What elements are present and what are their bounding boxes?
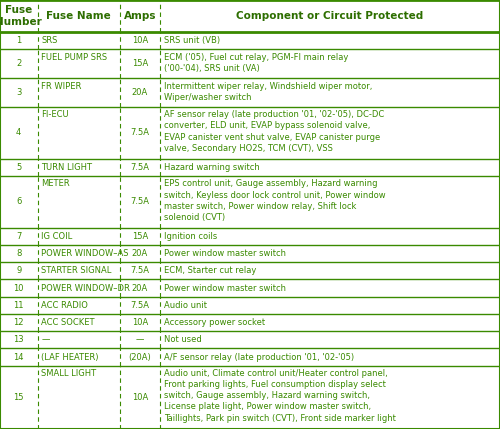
- Text: Fuse Name: Fuse Name: [46, 11, 111, 21]
- Text: Power window master switch: Power window master switch: [164, 284, 286, 293]
- Text: A/F sensor relay (late production '01, '02-'05): A/F sensor relay (late production '01, '…: [164, 353, 354, 362]
- Text: FUEL PUMP SRS: FUEL PUMP SRS: [42, 53, 108, 62]
- Text: ACC SOCKET: ACC SOCKET: [42, 318, 95, 327]
- Text: STARTER SIGNAL: STARTER SIGNAL: [42, 266, 112, 275]
- Text: Accessory power socket: Accessory power socket: [164, 318, 265, 327]
- Text: FR WIPER: FR WIPER: [42, 82, 82, 91]
- Text: 6: 6: [16, 197, 22, 206]
- Text: 3: 3: [16, 88, 22, 97]
- Text: 12: 12: [14, 318, 24, 327]
- Bar: [0, 314, 500, 331]
- Text: 7.5A: 7.5A: [130, 163, 150, 172]
- Text: 8: 8: [16, 249, 22, 258]
- Text: SMALL LIGHT: SMALL LIGHT: [42, 369, 96, 378]
- Bar: [0, 32, 500, 49]
- Text: METER: METER: [42, 179, 70, 188]
- Text: 15A: 15A: [132, 59, 148, 68]
- Text: 14: 14: [14, 353, 24, 362]
- Text: ECM, Starter cut relay: ECM, Starter cut relay: [164, 266, 256, 275]
- Text: 7.5A: 7.5A: [130, 128, 150, 137]
- Text: 15A: 15A: [132, 232, 148, 241]
- Text: Hazard warning switch: Hazard warning switch: [164, 163, 260, 172]
- Bar: [0, 279, 500, 297]
- Text: 4: 4: [16, 128, 22, 137]
- Text: Component or Circuit Protected: Component or Circuit Protected: [236, 11, 424, 21]
- Text: 20A: 20A: [132, 88, 148, 97]
- Text: IG COIL: IG COIL: [42, 232, 73, 241]
- Text: 7.5A: 7.5A: [130, 266, 150, 275]
- Bar: [0, 366, 500, 429]
- Bar: [0, 331, 500, 348]
- Text: SRS unit (VB): SRS unit (VB): [164, 36, 220, 45]
- Bar: [0, 0, 500, 32]
- Text: 7: 7: [16, 232, 22, 241]
- Text: ACC RADIO: ACC RADIO: [42, 301, 88, 310]
- Text: TURN LIGHT: TURN LIGHT: [42, 163, 92, 172]
- Bar: [0, 78, 500, 107]
- Text: 20A: 20A: [132, 284, 148, 293]
- Text: ECM ('05), Fuel cut relay, PGM-FI main relay
('00-'04), SRS unit (VA): ECM ('05), Fuel cut relay, PGM-FI main r…: [164, 53, 348, 73]
- Bar: [0, 159, 500, 176]
- Text: POWER WINDOW–DR: POWER WINDOW–DR: [42, 284, 130, 293]
- Text: 11: 11: [14, 301, 24, 310]
- Text: Power window master switch: Power window master switch: [164, 249, 286, 258]
- Text: 2: 2: [16, 59, 22, 68]
- Text: FI-ECU: FI-ECU: [42, 110, 69, 119]
- Bar: [0, 297, 500, 314]
- Text: Audio unit: Audio unit: [164, 301, 207, 310]
- Text: POWER WINDOW–AS: POWER WINDOW–AS: [42, 249, 129, 258]
- Text: 9: 9: [16, 266, 22, 275]
- Text: (20A): (20A): [128, 353, 152, 362]
- Text: 7.5A: 7.5A: [130, 197, 150, 206]
- Text: 10A: 10A: [132, 318, 148, 327]
- Text: AF sensor relay (late production '01, '02-'05), DC-DC
converter, ELD unit, EVAP : AF sensor relay (late production '01, '0…: [164, 110, 384, 153]
- Text: Audio unit, Climate control unit/Heater control panel,
Front parking lights, Fue: Audio unit, Climate control unit/Heater …: [164, 369, 396, 423]
- Text: 15: 15: [14, 393, 24, 402]
- Text: SRS: SRS: [42, 36, 58, 45]
- Bar: [0, 107, 500, 159]
- Text: Amps: Amps: [124, 11, 156, 21]
- Text: 10A: 10A: [132, 393, 148, 402]
- Text: 7.5A: 7.5A: [130, 301, 150, 310]
- Text: 1: 1: [16, 36, 22, 45]
- Text: (LAF HEATER): (LAF HEATER): [42, 353, 99, 362]
- Text: EPS control unit, Gauge assembly, Hazard warning
switch, Keyless door lock contr: EPS control unit, Gauge assembly, Hazard…: [164, 179, 386, 222]
- Text: 10A: 10A: [132, 36, 148, 45]
- Bar: [0, 49, 500, 78]
- Text: —: —: [42, 335, 50, 344]
- Text: —: —: [136, 335, 144, 344]
- Text: Fuse
Number: Fuse Number: [0, 5, 42, 27]
- Text: 13: 13: [14, 335, 24, 344]
- Bar: [0, 262, 500, 279]
- Text: 20A: 20A: [132, 249, 148, 258]
- Bar: [0, 348, 500, 366]
- Text: 10: 10: [14, 284, 24, 293]
- Bar: [0, 245, 500, 262]
- Text: 5: 5: [16, 163, 22, 172]
- Bar: [0, 228, 500, 245]
- Text: Not used: Not used: [164, 335, 202, 344]
- Text: Intermittent wiper relay, Windshield wiper motor,
Wiper/washer switch: Intermittent wiper relay, Windshield wip…: [164, 82, 372, 102]
- Bar: [0, 176, 500, 228]
- Text: Ignition coils: Ignition coils: [164, 232, 217, 241]
